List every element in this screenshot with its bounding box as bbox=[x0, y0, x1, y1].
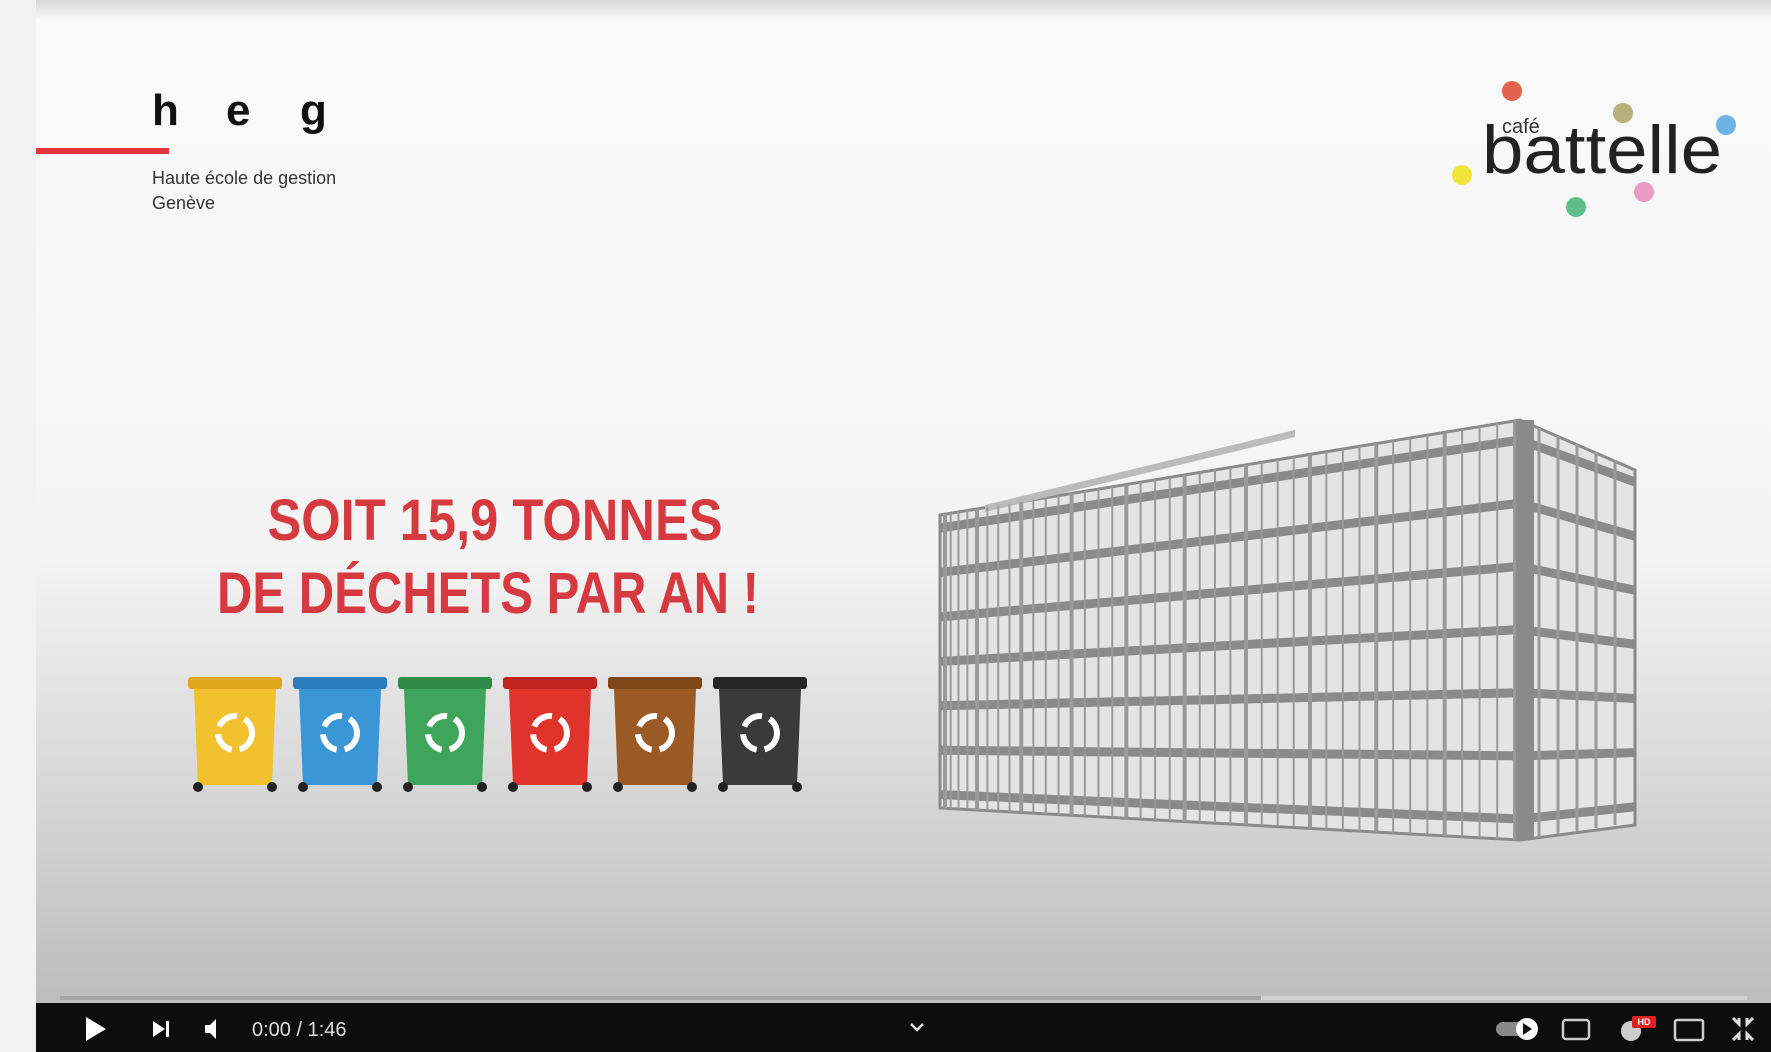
logo-small: café bbox=[1502, 116, 1540, 138]
heg-logo: h e g Haute école de gestion Genève bbox=[36, 86, 336, 213]
bin bbox=[293, 677, 387, 792]
play-button[interactable] bbox=[86, 1017, 106, 1041]
bin-lid bbox=[293, 677, 387, 689]
dot bbox=[1634, 182, 1654, 202]
bin-body bbox=[719, 689, 801, 785]
subtitles-button[interactable] bbox=[1561, 1018, 1591, 1041]
bin-lid bbox=[503, 677, 597, 689]
page-margin bbox=[0, 0, 36, 1052]
building bbox=[938, 418, 1637, 842]
bin-lid bbox=[608, 677, 702, 689]
headline: SOIT 15,9 TONNES bbox=[268, 488, 723, 553]
recycle-icon bbox=[740, 713, 780, 753]
recycle-icon bbox=[215, 713, 255, 753]
bin bbox=[503, 677, 597, 792]
bin-wheel bbox=[582, 782, 592, 792]
bin-wheel bbox=[613, 782, 623, 792]
bin-body bbox=[299, 689, 381, 785]
bin-lid bbox=[188, 677, 282, 689]
dot bbox=[1566, 197, 1586, 217]
bin bbox=[188, 677, 282, 792]
bin-wheel bbox=[372, 782, 382, 792]
column bbox=[1516, 420, 1534, 840]
bin-wheel bbox=[687, 782, 697, 792]
bin bbox=[713, 677, 807, 792]
logo-letter: g bbox=[300, 86, 327, 135]
bin-wheel bbox=[193, 782, 203, 792]
control-bar bbox=[36, 1003, 1771, 1052]
bin-wheel bbox=[477, 782, 487, 792]
bin bbox=[398, 677, 492, 792]
bin-body bbox=[404, 689, 486, 785]
bin bbox=[608, 677, 702, 792]
bin-lid bbox=[398, 677, 492, 689]
chevron-button[interactable] bbox=[910, 1023, 924, 1032]
autoplay-toggle[interactable] bbox=[1496, 1018, 1538, 1040]
recycle-icon bbox=[425, 713, 465, 753]
logo-subtitle: Genève bbox=[152, 193, 215, 213]
logo-name: battelle bbox=[1482, 112, 1722, 188]
bin-wheel bbox=[298, 782, 308, 792]
logo-letter: h bbox=[152, 86, 179, 135]
volume-button[interactable] bbox=[205, 1019, 216, 1039]
recycle-icon bbox=[530, 713, 570, 753]
hd-badge: HD bbox=[1638, 1017, 1651, 1027]
exit-fullscreen-button[interactable] bbox=[1731, 1016, 1755, 1042]
bin-wheel bbox=[792, 782, 802, 792]
progress-track[interactable] bbox=[1261, 996, 1747, 1000]
logo-subtitle: Haute école de gestion bbox=[152, 168, 336, 188]
bin-body bbox=[614, 689, 696, 785]
logo-letter: e bbox=[226, 86, 250, 135]
bin-wheel bbox=[508, 782, 518, 792]
bin-body bbox=[509, 689, 591, 785]
bin-body bbox=[194, 689, 276, 785]
recycling-bins bbox=[188, 677, 807, 792]
dot bbox=[1502, 81, 1522, 101]
headline: DE DÉCHETS PAR AN ! bbox=[217, 561, 759, 626]
recycle-icon bbox=[635, 713, 675, 753]
bin-wheel bbox=[718, 782, 728, 792]
bin-lid bbox=[713, 677, 807, 689]
bin-wheel bbox=[267, 782, 277, 792]
recycle-icon bbox=[320, 713, 360, 753]
battelle-logo: café battelle bbox=[1452, 81, 1736, 217]
cast-button[interactable] bbox=[1673, 1018, 1705, 1042]
bin-wheel bbox=[403, 782, 413, 792]
logo-bar bbox=[36, 148, 169, 154]
settings-button[interactable]: HD bbox=[1621, 1016, 1656, 1041]
next-button[interactable] bbox=[153, 1021, 169, 1037]
dot bbox=[1452, 165, 1472, 185]
dot bbox=[1716, 115, 1736, 135]
dot bbox=[1613, 103, 1633, 123]
progress-loaded[interactable] bbox=[60, 996, 1261, 1000]
time-display: 0:00 / 1:46 bbox=[252, 1019, 347, 1041]
